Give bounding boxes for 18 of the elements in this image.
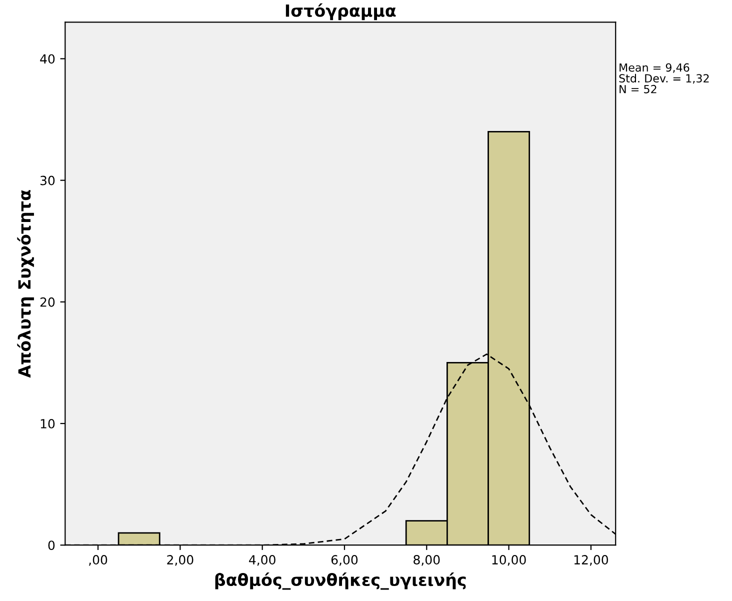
x-axis-title: βαθμός_συνθήκες_υγιεινής	[215, 572, 466, 590]
x-tick-label: 4,00	[249, 555, 276, 566]
y-axis-title: Απόλυτη Συχνότητα	[17, 190, 34, 378]
x-tick-label: 12,00	[574, 555, 608, 566]
x-tick-label: 8,00	[414, 555, 440, 566]
text: Mean = 9,46	[620, 63, 690, 73]
chart-title: Ιστόγραμμα	[286, 3, 396, 20]
text: Std. Dev. = 1,32	[619, 74, 709, 84]
y-tick-label: 40	[40, 54, 55, 64]
x-tick-label: 6,00	[331, 555, 358, 566]
x-tick-label: 2,00	[167, 555, 194, 566]
text: N = 52	[620, 84, 656, 94]
y-tick-label: 0	[48, 540, 55, 550]
y-tick-label: 20	[40, 297, 55, 307]
y-tick-label: 10	[40, 418, 55, 428]
x-tick-label: ,00	[89, 555, 108, 566]
x-tick-label: 10,00	[492, 555, 526, 566]
y-tick-label: 30	[40, 176, 55, 186]
